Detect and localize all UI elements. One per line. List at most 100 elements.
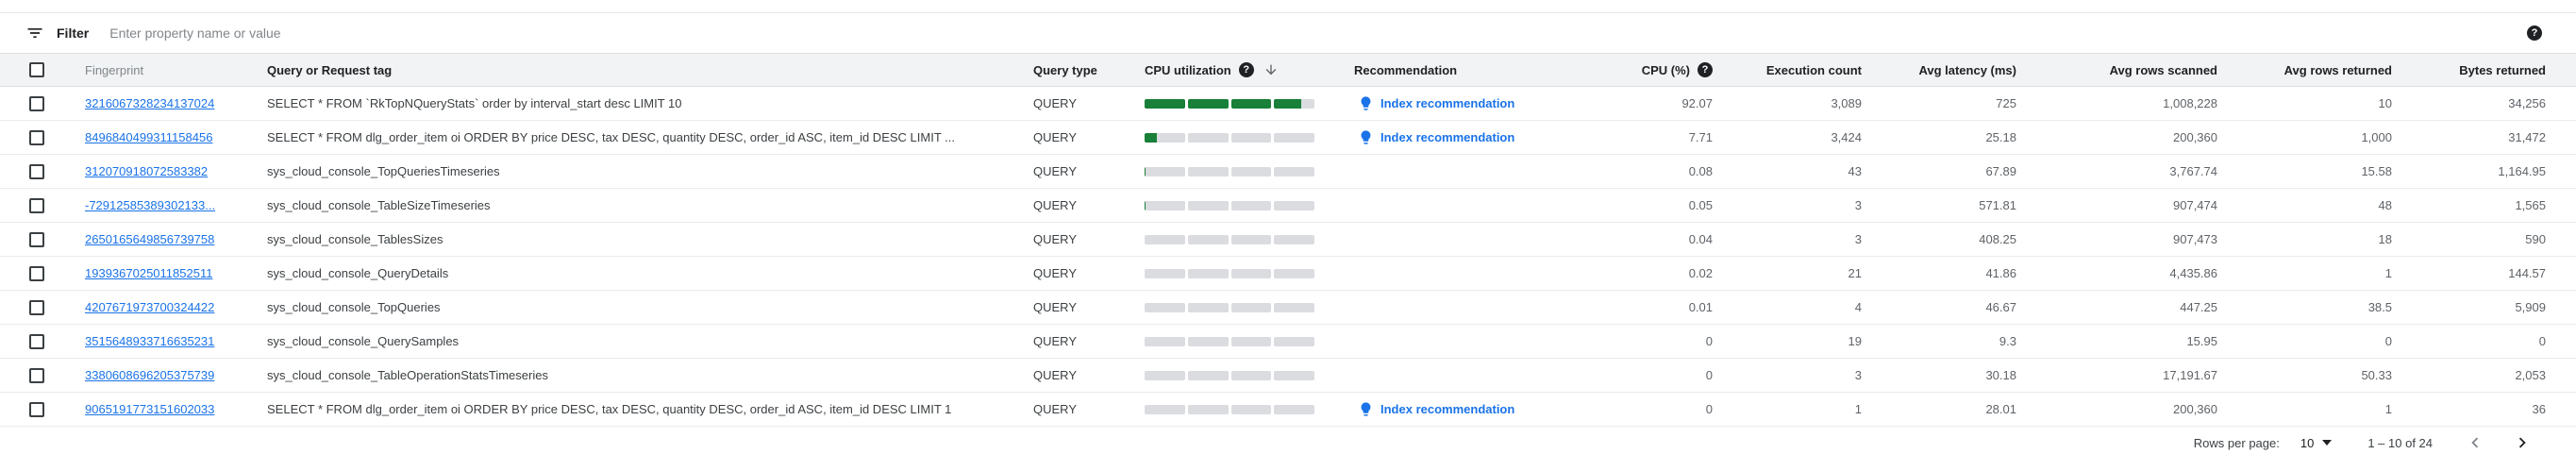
next-page-button[interactable]: [2512, 432, 2533, 453]
column-header-execution-count[interactable]: Execution count: [1765, 62, 1862, 77]
table-row: 312070918072583382 sys_cloud_console_Top…: [0, 155, 2576, 189]
cpu-bar-segment: [1145, 404, 1185, 414]
fingerprint-link[interactable]: 9065191773151602033: [85, 402, 215, 416]
column-header-fingerprint[interactable]: Fingerprint: [85, 62, 144, 77]
cpu-bar-segment: [1274, 98, 1314, 109]
cpu-bar-segment: [1230, 302, 1272, 312]
cpu-bar-segment: [1187, 234, 1229, 244]
cpu-pct-help-icon[interactable]: ?: [1698, 62, 1713, 77]
row-checkbox[interactable]: [29, 197, 44, 213]
cpu-bar-segment: [1274, 132, 1314, 143]
fingerprint-link[interactable]: 1939367025011852511: [85, 266, 213, 280]
query-text: sys_cloud_console_QueryDetails: [267, 266, 449, 280]
column-header-bytes-returned[interactable]: Bytes returned: [2459, 62, 2546, 77]
row-checkbox[interactable]: [29, 265, 44, 281]
avg-latency-value: 30.18: [1985, 368, 2016, 382]
bytes-returned-value: 0: [2538, 334, 2546, 348]
query-type: QUERY: [1033, 164, 1077, 178]
row-checkbox[interactable]: [29, 231, 44, 247]
avg-rows-returned-value: 18: [2378, 232, 2392, 246]
column-header-cpu-utilization[interactable]: CPU utilization: [1145, 62, 1231, 77]
rows-per-page-select[interactable]: 10: [2300, 435, 2333, 450]
query-text: SELECT * FROM dlg_order_item oi ORDER BY…: [267, 130, 955, 144]
cpu-pct-value: 0: [1705, 402, 1713, 416]
query-text: SELECT * FROM dlg_order_item oi ORDER BY…: [267, 402, 952, 416]
row-checkbox[interactable]: [29, 367, 44, 383]
bytes-returned-value: 36: [2532, 402, 2546, 416]
index-recommendation-link[interactable]: Index recommendation: [1358, 95, 1514, 111]
execution-count-value: 19: [1848, 334, 1862, 348]
column-header-query-type[interactable]: Query type: [1033, 62, 1097, 77]
cpu-bar-segment: [1187, 370, 1229, 380]
column-header-recommendation[interactable]: Recommendation: [1354, 62, 1458, 77]
fingerprint-link[interactable]: 4207671973700324422: [85, 300, 215, 314]
cpu-utilization-bar: [1145, 336, 1314, 346]
select-all-checkbox[interactable]: [29, 62, 44, 77]
cpu-utilization-bar: [1145, 234, 1314, 244]
avg-latency-value: 67.89: [1985, 164, 2016, 178]
query-text: sys_cloud_console_TopQueries: [267, 300, 441, 314]
cpu-utilization-bar: [1145, 302, 1314, 312]
column-header-avg-rows-returned[interactable]: Avg rows returned: [2283, 62, 2392, 77]
bytes-returned-value: 31,472: [2508, 130, 2546, 144]
query-text: sys_cloud_console_TablesSizes: [267, 232, 443, 246]
cpu-bar-segment: [1230, 132, 1272, 143]
row-checkbox[interactable]: [29, 401, 44, 417]
column-header-cpu-pct[interactable]: CPU (%): [1641, 62, 1690, 77]
rows-per-page-label: Rows per page:: [2193, 435, 2280, 450]
index-recommendation-link[interactable]: Index recommendation: [1358, 129, 1514, 145]
execution-count-value: 43: [1848, 164, 1862, 178]
fingerprint-link[interactable]: 8496840499311158456: [85, 130, 213, 144]
row-checkbox[interactable]: [29, 333, 44, 349]
cpu-bar-segment: [1145, 268, 1185, 278]
execution-count-value: 4: [1854, 300, 1862, 314]
fingerprint-link[interactable]: 2650165649856739758: [85, 232, 215, 246]
avg-rows-returned-value: 15.58: [2361, 164, 2392, 178]
cpu-bar-segment: [1187, 302, 1229, 312]
index-recommendation-label: Index recommendation: [1380, 130, 1515, 144]
table-row: 3216067328234137024 SELECT * FROM `RkTop…: [0, 87, 2576, 121]
execution-count-value: 3,089: [1831, 96, 1862, 110]
row-checkbox[interactable]: [29, 129, 44, 145]
cpu-utilization-bar: [1145, 370, 1314, 380]
fingerprint-link[interactable]: 312070918072583382: [85, 164, 209, 178]
bytes-returned-value: 1,565: [2515, 198, 2546, 212]
rows-per-page-value: 10: [2300, 435, 2315, 450]
cpu-pct-value: 0.05: [1688, 198, 1713, 212]
table-row: 1939367025011852511 sys_cloud_console_Qu…: [0, 257, 2576, 291]
avg-rows-scanned-value: 17,191.67: [2163, 368, 2217, 382]
query-type: QUERY: [1033, 198, 1077, 212]
avg-rows-returned-value: 1,000: [2361, 130, 2392, 144]
table-row: 3515648933716635231 sys_cloud_console_Qu…: [0, 325, 2576, 359]
column-header-query[interactable]: Query or Request tag: [267, 62, 393, 77]
fingerprint-link[interactable]: 3515648933716635231: [85, 334, 215, 348]
row-checkbox[interactable]: [29, 163, 44, 179]
fingerprint-link[interactable]: -72912585389302133...: [85, 198, 216, 212]
cpu-utilization-bar: [1145, 132, 1314, 143]
table-header-row: Fingerprint Query or Request tag Query t…: [0, 53, 2576, 87]
cpu-bar-segment: [1274, 268, 1314, 278]
row-checkbox[interactable]: [29, 299, 44, 315]
row-checkbox[interactable]: [29, 95, 44, 111]
fingerprint-link[interactable]: 3380608696205375739: [85, 368, 215, 382]
cpu-utilization-help-icon[interactable]: ?: [1238, 62, 1254, 77]
avg-rows-returned-value: 1: [2384, 402, 2392, 416]
cpu-bar-segment: [1230, 370, 1272, 380]
query-type: QUERY: [1033, 402, 1077, 416]
cpu-bar-segment: [1145, 166, 1185, 177]
index-recommendation-link[interactable]: Index recommendation: [1358, 401, 1514, 417]
cpu-bar-segment: [1145, 336, 1185, 346]
filter-input[interactable]: [109, 25, 2527, 41]
cpu-bar-segment: [1274, 200, 1314, 210]
avg-rows-scanned-value: 907,473: [2173, 232, 2217, 246]
sort-descending-arrow-icon[interactable]: [1263, 62, 1279, 77]
column-header-avg-latency[interactable]: Avg latency (ms): [1918, 62, 2016, 77]
column-header-avg-rows-scanned[interactable]: Avg rows scanned: [2109, 62, 2217, 77]
previous-page-button[interactable]: [2465, 432, 2485, 453]
avg-rows-returned-value: 1: [2384, 266, 2392, 280]
avg-rows-returned-value: 0: [2384, 334, 2392, 348]
help-icon[interactable]: ?: [2527, 25, 2542, 41]
bytes-returned-value: 590: [2525, 232, 2546, 246]
fingerprint-link[interactable]: 3216067328234137024: [85, 96, 215, 110]
avg-rows-returned-value: 38.5: [2367, 300, 2392, 314]
